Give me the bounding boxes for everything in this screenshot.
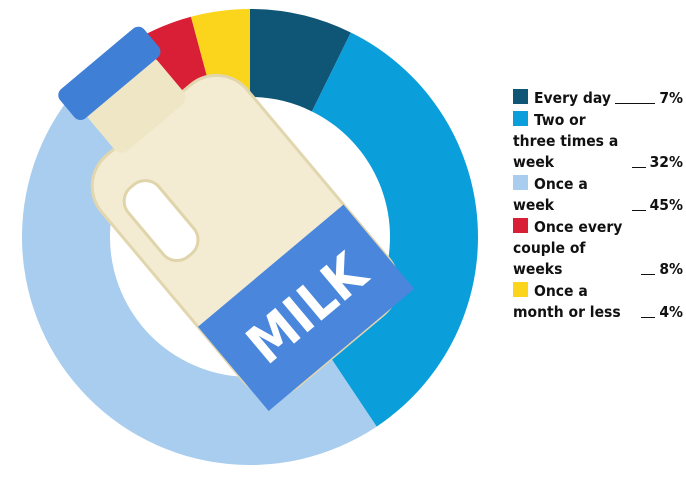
legend-label-block: Two or three times a week — [513, 110, 628, 173]
legend-label: Once every couple of weeks — [513, 218, 623, 278]
legend-swatch — [513, 89, 528, 104]
legend-swatch — [513, 282, 528, 297]
leader-line — [641, 274, 656, 275]
legend-swatch — [513, 175, 528, 190]
legend-swatch — [513, 218, 528, 233]
chart: MILK — [22, 9, 479, 465]
leader-line — [614, 103, 656, 104]
value-label: 45% — [649, 196, 683, 214]
legend-label-block: Once every couple of weeks — [513, 217, 637, 280]
legend-item: Two or three times a week 32% — [513, 110, 683, 173]
slice — [250, 9, 351, 112]
slice — [311, 32, 479, 427]
legend-label: Two or three times a week — [513, 111, 619, 171]
legend: Every day 7% Two or three times a week 32% O… — [513, 88, 683, 324]
legend-label-block: Once a month or less — [513, 281, 637, 323]
value-label: 7% — [659, 89, 683, 107]
legend-label: Once a week — [513, 175, 588, 214]
value-label: 32% — [649, 153, 683, 171]
leader-line — [631, 210, 646, 211]
legend-item: Once a month or less 4% — [513, 281, 683, 323]
legend-label-block: Once a week — [513, 174, 628, 216]
legend-item: Once a week 45% — [513, 174, 683, 216]
legend-item: Once every couple of weeks 8% — [513, 217, 683, 280]
legend-label: Once a month or less — [513, 282, 621, 321]
jug-label — [197, 204, 415, 411]
legend-label: Every day — [534, 89, 611, 107]
value-label: 8% — [659, 260, 683, 278]
legend-label-block: Every day — [513, 88, 611, 109]
legend-item: Every day 7% — [513, 88, 683, 109]
leader-line — [631, 167, 646, 168]
leader-line — [641, 317, 656, 318]
value-label: 4% — [659, 303, 683, 321]
jug-handle — [122, 179, 200, 263]
jug-cap — [58, 26, 161, 121]
legend-swatch — [513, 111, 528, 126]
jug-neck — [86, 56, 186, 153]
milk-jug: MILK — [58, 26, 415, 411]
